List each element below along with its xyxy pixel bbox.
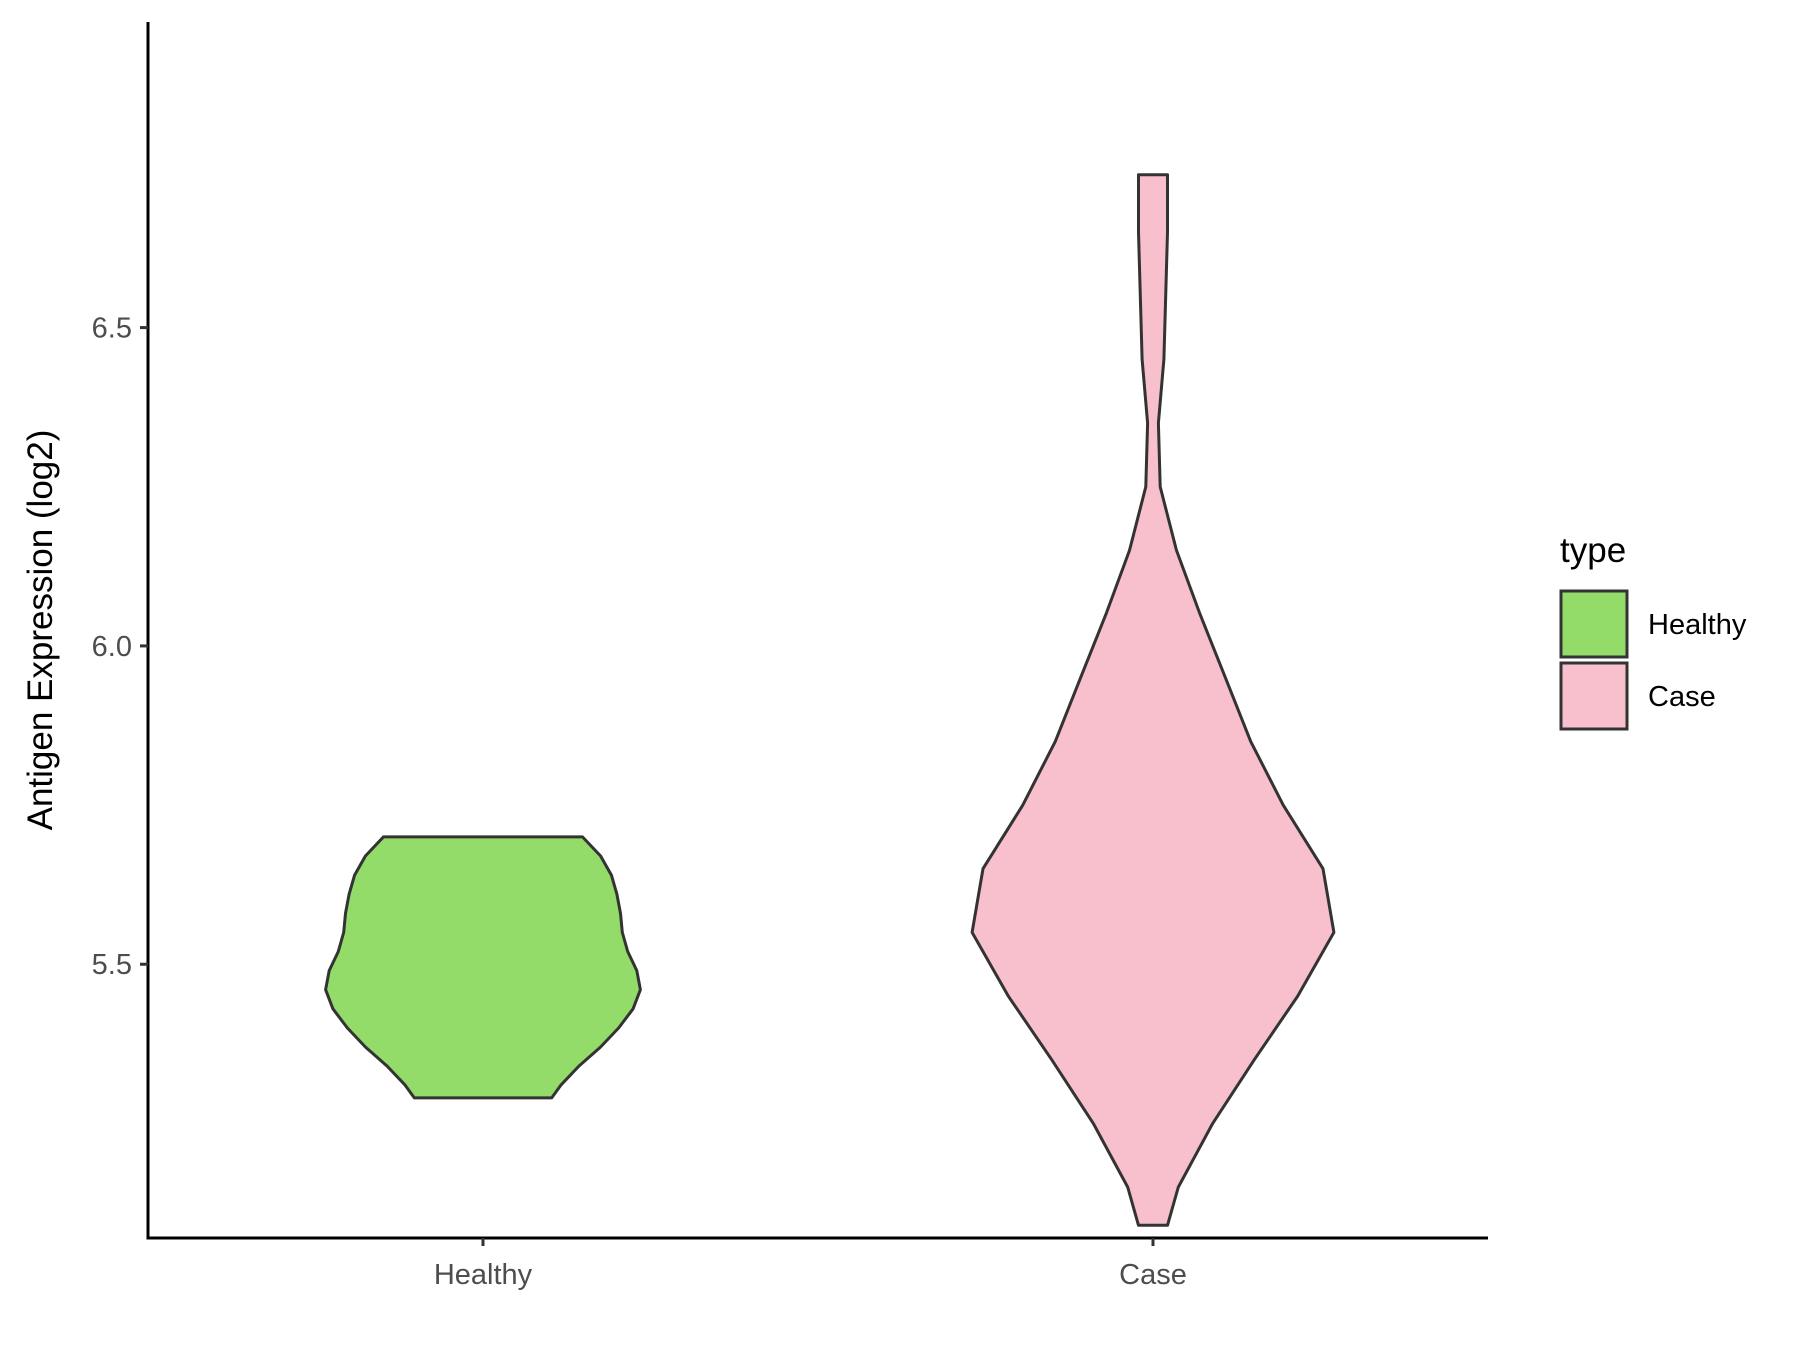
violin-healthy [324,835,642,1100]
legend-title: type [1560,531,1626,570]
legend: type Healthy Case [1559,531,1747,731]
y-axis-title: Antigen Expression (log2) [21,430,60,831]
y-tick-label: 6.0 [92,631,132,663]
legend-label-case: Case [1648,681,1716,713]
legend-entries: Healthy Case [1559,589,1747,731]
y-tick-label: 6.5 [92,313,132,345]
x-ticks: Healthy Case [434,1238,1187,1291]
y-ticks: 5.5 6.0 6.5 [92,313,148,981]
y-tick-label: 5.5 [92,949,132,981]
legend-key-case [1559,661,1629,731]
violin-case [970,173,1336,1227]
legend-key-healthy [1559,589,1629,659]
violins [324,173,1336,1227]
x-tick-label: Healthy [434,1259,533,1291]
legend-label-healthy: Healthy [1648,609,1747,641]
x-tick-label: Case [1119,1259,1187,1291]
